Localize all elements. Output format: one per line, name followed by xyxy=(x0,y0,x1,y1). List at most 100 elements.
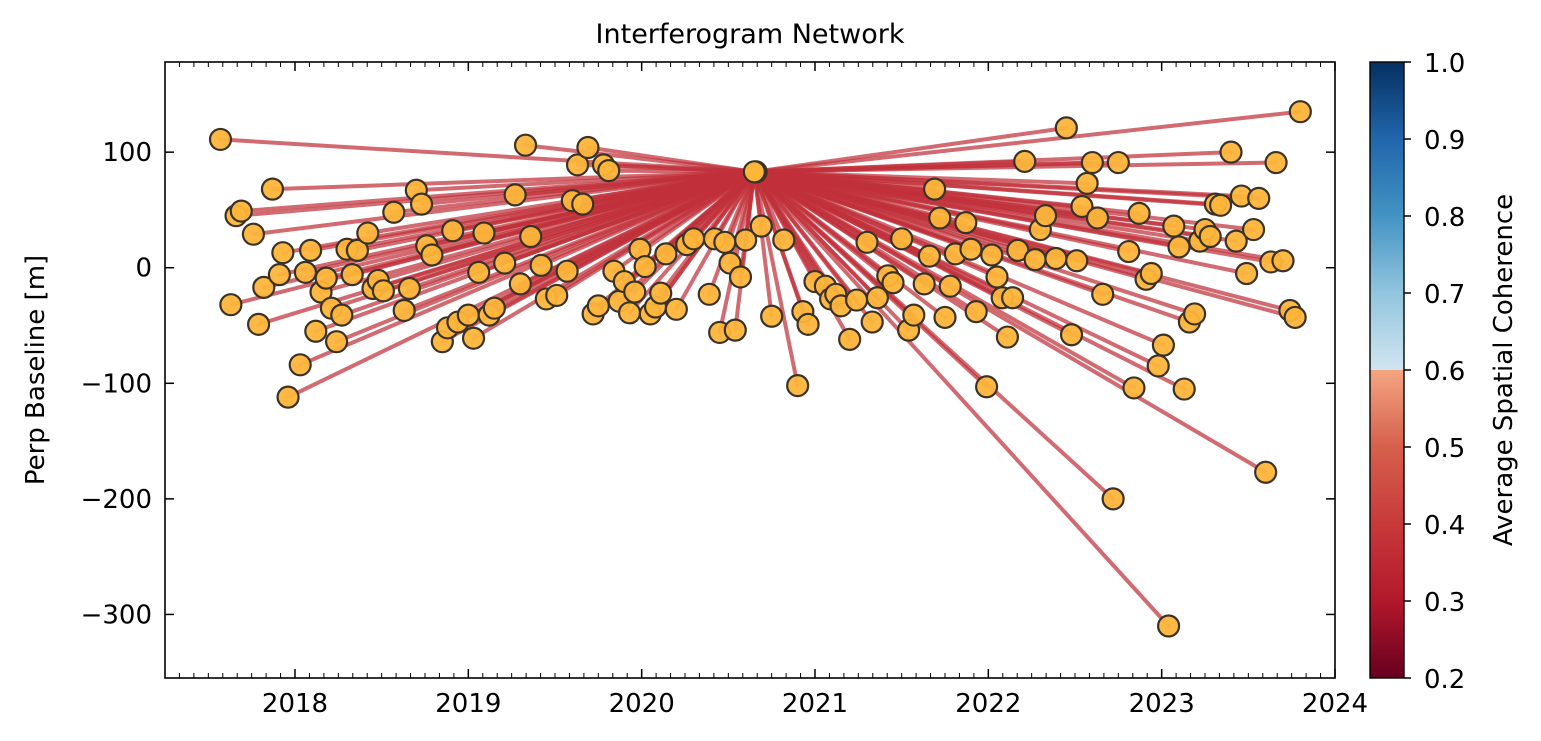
network-edge xyxy=(606,168,757,174)
x-axis: 2018 2019 2020 2021 2022 2023 2024 xyxy=(164,62,1368,719)
acquisition-point xyxy=(597,159,621,183)
acquisition-point xyxy=(1254,460,1278,484)
acquisition-point xyxy=(276,385,300,409)
colorbar-tick-label: 0.6 xyxy=(1424,357,1465,387)
acquisition-point xyxy=(371,279,395,303)
network-edge xyxy=(752,169,800,388)
acquisition-point xyxy=(1075,171,1099,195)
acquisition-point xyxy=(420,243,444,267)
acquisition-point xyxy=(954,211,978,235)
acquisition-point xyxy=(252,275,276,299)
acquisition-point xyxy=(959,237,983,261)
acquisition-point xyxy=(1208,193,1233,217)
acquisition-point xyxy=(796,312,820,336)
x-tick-label: 2018 xyxy=(262,689,328,719)
acquisition-point xyxy=(565,153,590,177)
acquisition-point xyxy=(1091,282,1115,306)
acquisition-point xyxy=(456,303,480,327)
acquisition-point xyxy=(229,199,253,223)
acquisition-point xyxy=(340,263,364,287)
acquisition-point xyxy=(1156,614,1181,638)
acquisition-point xyxy=(529,253,553,278)
network-edge xyxy=(565,169,757,274)
acquisition-point xyxy=(208,127,233,152)
acquisition-point xyxy=(576,135,600,160)
y-tick-label: −100 xyxy=(81,369,152,399)
acquisition-point xyxy=(844,288,869,312)
acquisition-point xyxy=(392,298,416,323)
acquisition-point xyxy=(409,192,434,216)
colorbar-tick-label: 0.7 xyxy=(1424,280,1465,310)
colorbar-label: Average Spatial Coherence xyxy=(1489,194,1519,546)
acquisition-point xyxy=(995,325,1020,349)
colorbar-ticks: 0.2 0.3 0.4 0.5 0.6 0.7 0.8 0.9 1.0 xyxy=(1404,49,1465,695)
acquisition-point xyxy=(1283,305,1307,330)
acquisition-point xyxy=(503,183,527,207)
acquisition-point xyxy=(1044,246,1068,271)
colorbar: 0.2 0.3 0.4 0.5 0.6 0.7 0.8 0.9 1.0 Average Spat… xyxy=(1369,49,1519,695)
acquisition-point xyxy=(881,271,905,295)
acquisition-point xyxy=(382,200,406,224)
network-edge xyxy=(752,169,1249,276)
acquisition-point xyxy=(617,301,642,325)
acquisition-point xyxy=(1288,100,1312,124)
acquisition-point xyxy=(664,297,688,321)
network-edge xyxy=(752,169,1187,392)
acquisition-point xyxy=(288,353,312,377)
acquisition-point xyxy=(271,241,295,265)
acquisition-point xyxy=(304,319,328,343)
y-tick-label: −300 xyxy=(81,600,152,630)
acquisition-point xyxy=(345,238,369,262)
x-tick-label: 2022 xyxy=(955,689,1021,719)
acquisition-point xyxy=(1271,249,1295,273)
acquisition-point xyxy=(1172,377,1196,401)
acquisition-point xyxy=(325,330,349,354)
acquisition-point xyxy=(682,227,706,251)
acquisition-point xyxy=(760,304,784,328)
acquisition-point xyxy=(713,230,737,254)
y-tick-label: 100 xyxy=(102,138,152,168)
network-edge xyxy=(752,169,1116,501)
acquisition-point xyxy=(1117,239,1141,264)
acquisition-point xyxy=(1241,217,1266,242)
network-edge xyxy=(752,109,1303,174)
acquisition-point xyxy=(467,260,491,284)
acquisition-point xyxy=(985,265,1009,289)
network-edge xyxy=(752,169,1261,201)
acquisition-point xyxy=(1085,206,1110,230)
acquisition-point xyxy=(1162,214,1186,238)
acquisition-point xyxy=(1151,333,1176,357)
acquisition-point xyxy=(728,265,753,289)
acquisition-point xyxy=(786,374,810,398)
colorbar-tick-label: 0.4 xyxy=(1424,511,1465,541)
acquisition-point xyxy=(649,281,673,305)
acquisition-point xyxy=(555,259,579,283)
acquisition-point xyxy=(855,230,879,254)
network-edge xyxy=(691,169,757,241)
edge-layer xyxy=(218,109,1303,628)
y-tick-label: −200 xyxy=(81,485,152,515)
acquisition-point xyxy=(267,263,291,287)
acquisition-point xyxy=(1264,150,1288,175)
colorbar-gradient xyxy=(1369,61,1405,679)
plot-frame xyxy=(164,61,1336,679)
acquisition-point xyxy=(865,286,890,310)
acquisition-point xyxy=(1101,487,1125,511)
colorbar-tick-label: 0.5 xyxy=(1424,434,1465,464)
acquisition-point xyxy=(571,192,595,216)
acquisition-point xyxy=(917,244,942,268)
acquisition-point xyxy=(1219,140,1243,164)
acquisition-point xyxy=(1059,323,1084,347)
acquisition-point xyxy=(260,177,285,201)
acquisition-point xyxy=(441,219,465,243)
acquisition-point xyxy=(1122,376,1146,400)
network-edge xyxy=(585,145,757,174)
acquisition-point xyxy=(293,260,317,284)
acquisition-point xyxy=(1198,224,1222,249)
acquisition-point xyxy=(933,305,957,330)
x-tick-label: 2019 xyxy=(435,689,501,719)
acquisition-point xyxy=(1023,248,1047,272)
acquisition-point xyxy=(1146,354,1170,378)
acquisition-point xyxy=(241,222,265,246)
